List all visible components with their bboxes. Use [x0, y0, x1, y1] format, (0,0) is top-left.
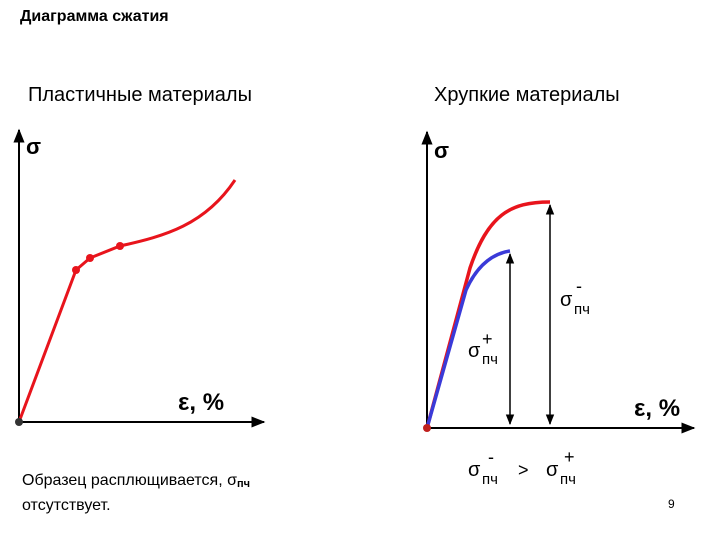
caption-line1: Образец расплющивается, σ: [22, 472, 237, 489]
right-x-axis-label: ε, %: [634, 395, 680, 422]
svg-text:-: -: [488, 447, 494, 467]
caption-line2: отсутствует.: [22, 497, 111, 514]
heading-ductile-materials: Пластичные материалы: [28, 84, 252, 106]
svg-text:-: -: [576, 276, 582, 296]
strength-comparison: σ - пч > σ + пч: [468, 447, 576, 488]
left-x-axis-label: ε, %: [178, 389, 224, 416]
caption-subscript: пч: [236, 478, 250, 490]
origin-point: [423, 424, 431, 432]
page-number: 9: [668, 497, 675, 511]
right-y-axis-label: σ: [434, 138, 449, 163]
compression-curve-red: [425, 200, 551, 429]
ductile-stress-strain-curve: [17, 179, 237, 423]
svg-text:σ: σ: [468, 340, 481, 362]
heading-brittle-materials: Хрупкие материалы: [434, 84, 620, 106]
sigma-minus-label: σ - пч: [560, 276, 590, 318]
svg-text:σ: σ: [560, 289, 573, 311]
svg-text:пч: пч: [482, 351, 498, 368]
origin-point: [15, 418, 23, 426]
tension-curve-blue: [425, 249, 511, 429]
ductile-caption: Образец расплющивается, σпч отсутствует.: [22, 470, 250, 517]
sigma-plus-label: σ + пч: [468, 329, 498, 368]
svg-text:пч: пч: [482, 471, 498, 488]
svg-text:+: +: [482, 329, 493, 349]
svg-text:пч: пч: [560, 471, 576, 488]
curve-point: [72, 266, 80, 274]
left-y-axis-label: σ: [26, 134, 41, 159]
curve-point: [116, 242, 124, 250]
ductile-diagram: σ ε, %: [13, 128, 266, 428]
svg-text:пч: пч: [574, 301, 590, 318]
brittle-diagram: σ ε, % σ - пч σ + пч σ - пч > σ + пч: [421, 130, 696, 488]
svg-text:+: +: [564, 447, 575, 467]
svg-text:σ: σ: [546, 459, 559, 481]
svg-text:σ: σ: [468, 459, 481, 481]
curve-point: [86, 254, 94, 262]
svg-text:>: >: [518, 460, 529, 480]
slide-title: Диаграмма сжатия: [20, 8, 169, 25]
